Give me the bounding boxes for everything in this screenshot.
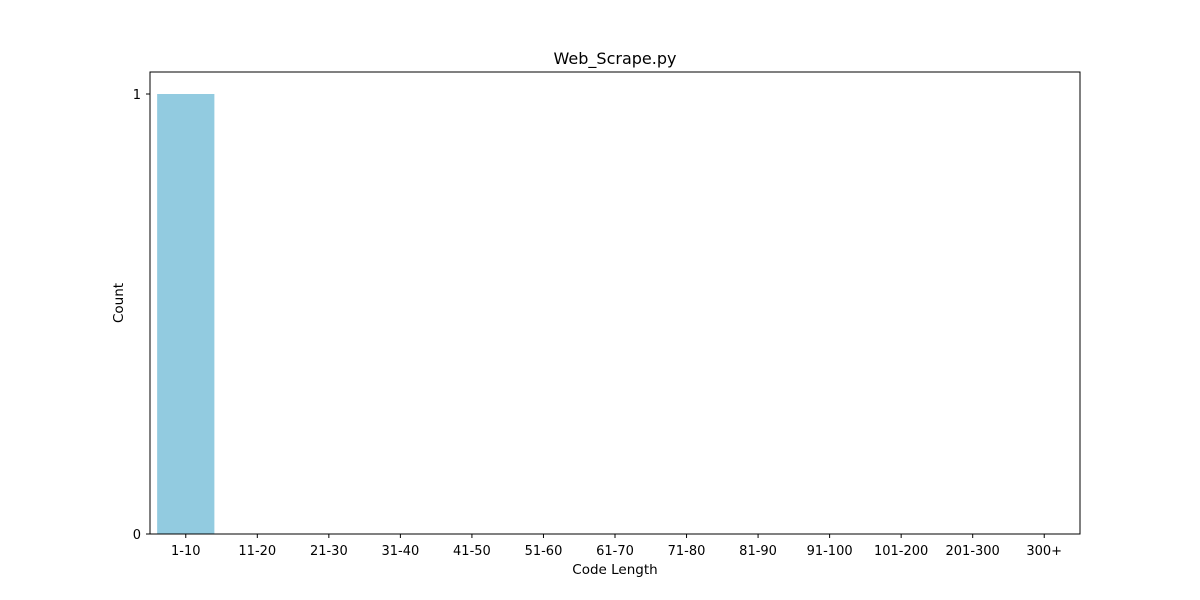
x-tick-label: 41-50 <box>453 544 491 559</box>
x-tick-label: 201-300 <box>946 544 1000 559</box>
plot-frame <box>149 71 1081 535</box>
y-tick-label: 0 <box>133 528 141 543</box>
x-tick-label: 71-80 <box>668 544 706 559</box>
x-tick-label: 91-100 <box>807 544 853 559</box>
y-axis-label: Count <box>111 283 127 323</box>
x-axis: 1-10 11-20 21-30 31-40 41-50 51-60 61-70 71-80 8… <box>171 534 1062 559</box>
x-tick-label: 21-30 <box>310 544 348 559</box>
x-tick-label: 61-70 <box>596 544 634 559</box>
x-tick-label: 300+ <box>1026 544 1062 559</box>
x-tick-label: 51-60 <box>525 544 563 559</box>
x-tick-label: 1-10 <box>171 544 201 559</box>
chart-title: Web_Scrape.py <box>554 49 677 69</box>
bars <box>157 94 215 534</box>
x-tick-label: 101-200 <box>874 544 928 559</box>
x-tick-label: 31-40 <box>381 544 419 559</box>
y-axis: 01 <box>133 88 150 543</box>
x-tick-label: 11-20 <box>238 544 276 559</box>
bar-1-10 <box>157 94 215 534</box>
x-tick-label: 81-90 <box>739 544 777 559</box>
x-axis-label: Code Length <box>572 562 657 578</box>
y-tick-label: 1 <box>133 88 141 103</box>
